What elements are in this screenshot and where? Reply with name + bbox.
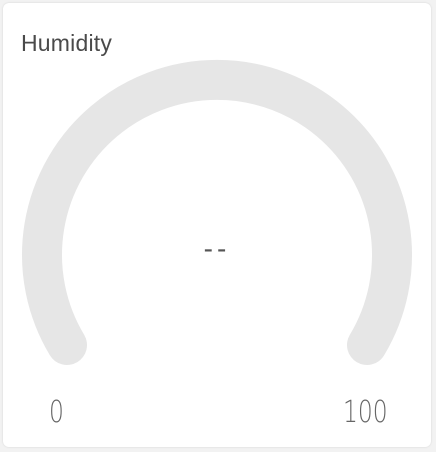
gauge-track: [42, 80, 392, 345]
gauge-max-label: 100: [343, 395, 388, 430]
humidity-gauge-card: Humidity -- 0 100: [3, 3, 431, 447]
gauge-dial: [3, 3, 431, 447]
gauge-value: --: [3, 233, 431, 265]
gauge-min-label: 0: [49, 395, 64, 430]
